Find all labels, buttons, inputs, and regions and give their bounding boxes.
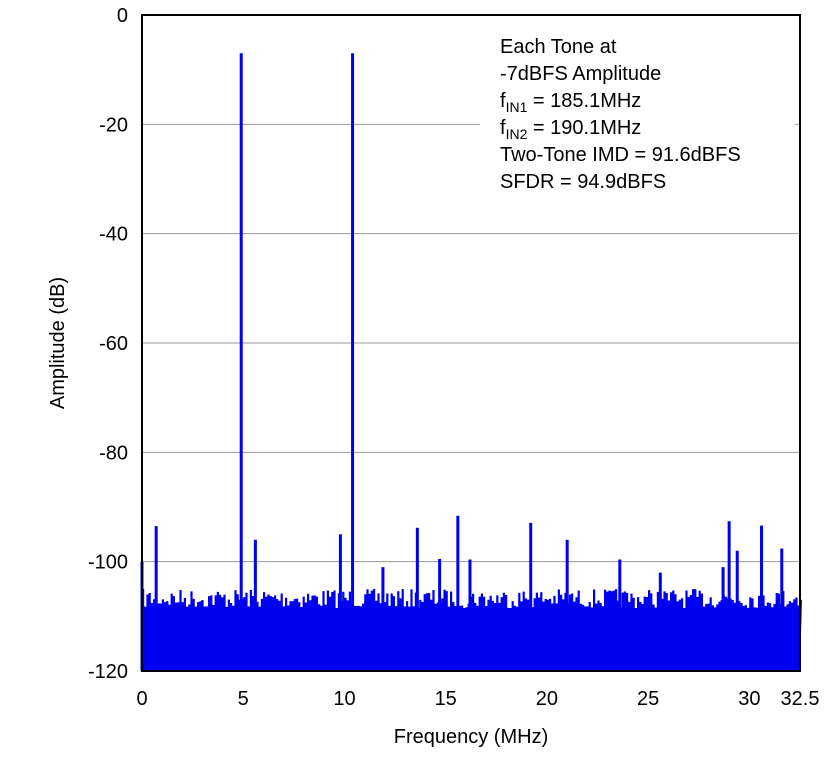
x-tick-label: 32.5 — [781, 688, 820, 710]
spectral-peak — [381, 567, 385, 671]
spectral-peak — [239, 53, 243, 672]
spectral-peak — [760, 525, 764, 671]
spectral-peak — [253, 539, 257, 671]
x-tick-label: 5 — [238, 688, 249, 710]
spectral-peak — [618, 559, 622, 671]
spectral-peak — [529, 522, 533, 671]
x-tick-label: 10 — [333, 688, 355, 710]
fin1-f: f — [500, 90, 506, 112]
x-tick-label: 25 — [637, 688, 659, 710]
y-axis-label: Amplitude (dB) — [47, 277, 69, 409]
x-tick-label: 0 — [136, 688, 147, 710]
annotation-fin2: fIN2 = 190.1MHz — [500, 117, 641, 142]
spectral-peak — [721, 567, 725, 671]
y-axis-ticks: 0 -20 -40 -60 -80 -100 -120 — [88, 5, 128, 683]
annotation-line-2: -7dBFS Amplitude — [500, 63, 661, 85]
spectral-peak — [338, 534, 342, 671]
spectral-peak — [351, 53, 355, 672]
x-tick-label: 30 — [738, 688, 760, 710]
annotation: Each Tone at -7dBFS Amplitude fIN1 = 185… — [500, 36, 741, 193]
y-tick-label: -20 — [99, 114, 128, 136]
x-axis-label: Frequency (MHz) — [394, 726, 548, 748]
plot-border — [141, 14, 801, 672]
annotation-line-1: Each Tone at — [500, 36, 617, 58]
spectral-peak — [735, 550, 739, 671]
spectral-peak — [456, 515, 460, 671]
fin2-subscript: IN2 — [506, 126, 528, 142]
spectral-peak — [468, 559, 472, 671]
spectral-peak — [658, 572, 662, 671]
spectral-peak — [438, 558, 442, 671]
annotation-fin1: fIN1 = 185.1MHz — [500, 90, 641, 115]
fin1-subscript: IN1 — [506, 99, 528, 115]
annotation-background — [480, 30, 795, 210]
noise-floor — [142, 589, 802, 671]
fin1-value: = 185.1MHz — [527, 90, 641, 112]
spectrum-series — [140, 53, 802, 672]
spectral-peak — [727, 521, 731, 671]
spectral-peak — [154, 526, 158, 671]
y-tick-label: -100 — [88, 552, 128, 574]
x-tick-label: 20 — [536, 688, 558, 710]
y-tick-label: -60 — [99, 333, 128, 355]
annotation-imd: Two-Tone IMD = 91.6dBFS — [500, 144, 741, 166]
fin2-f: f — [500, 117, 506, 139]
annotation-sfdr: SFDR = 94.9dBFS — [500, 171, 666, 193]
spectral-peak — [415, 527, 419, 671]
y-tick-label: -80 — [99, 442, 128, 464]
x-axis-ticks: 0 5 10 15 20 25 30 32.5 — [136, 688, 819, 710]
x-tick-label: 15 — [435, 688, 457, 710]
fin2-value: = 190.1MHz — [527, 117, 641, 139]
y-tick-label: 0 — [117, 5, 128, 27]
spectral-peak — [565, 539, 569, 671]
y-tick-label: -120 — [88, 661, 128, 683]
spectral-peak — [780, 548, 784, 671]
y-tick-label: -40 — [99, 224, 128, 246]
